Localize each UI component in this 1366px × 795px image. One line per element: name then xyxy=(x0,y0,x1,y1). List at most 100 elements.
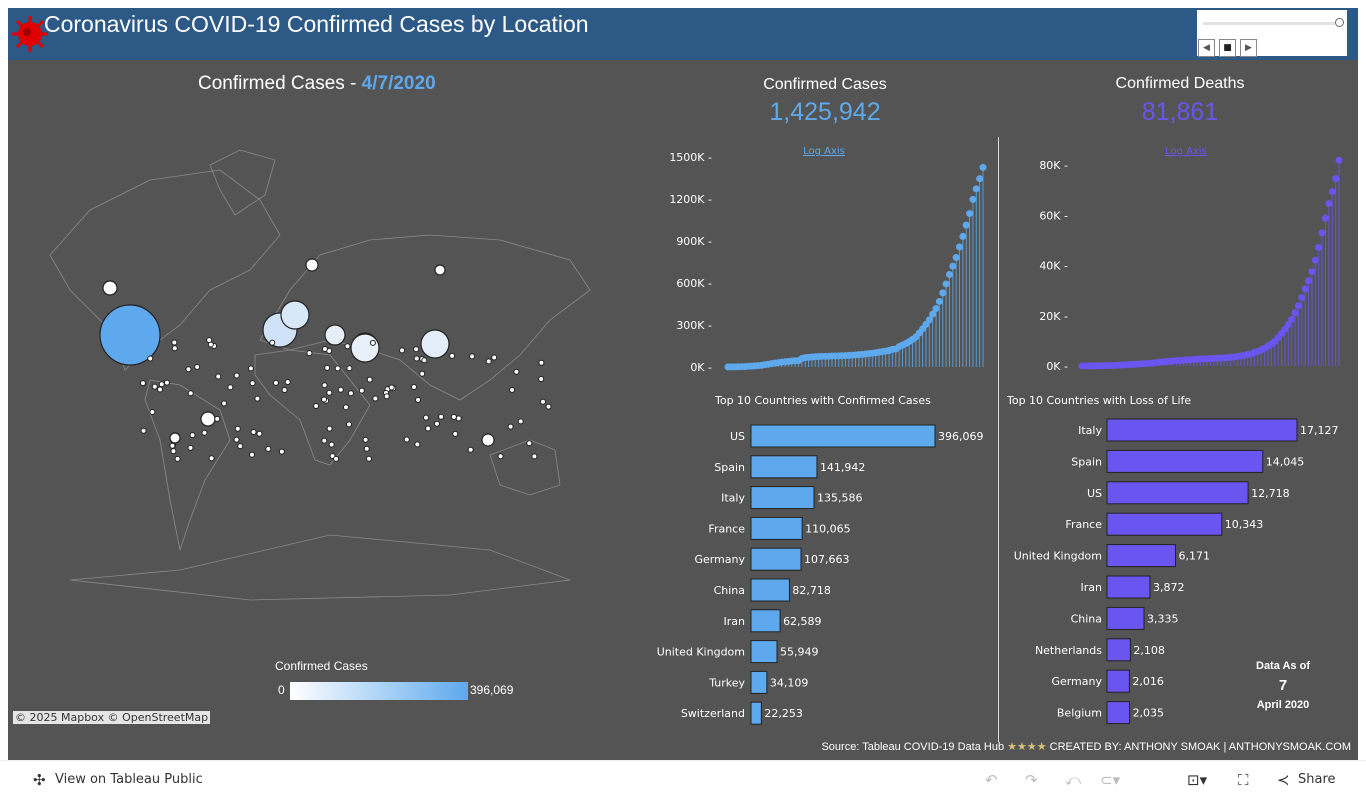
log-axis-link[interactable]: Log Axis xyxy=(1165,146,1207,157)
map-bubble[interactable] xyxy=(265,445,272,452)
map-bubble[interactable] xyxy=(149,409,156,416)
data-point[interactable] xyxy=(1291,309,1299,317)
map-bubble[interactable] xyxy=(305,258,319,272)
bar[interactable] xyxy=(750,609,781,633)
map-bubble[interactable] xyxy=(383,393,390,400)
data-point[interactable] xyxy=(1325,200,1333,208)
map-bubble[interactable] xyxy=(174,455,181,462)
map-bubble[interactable] xyxy=(249,380,256,387)
bar[interactable] xyxy=(1106,606,1145,630)
share-icon[interactable]: ≺ xyxy=(1277,771,1290,789)
map-bubble[interactable] xyxy=(399,347,406,354)
map-bubble[interactable] xyxy=(324,324,346,346)
bar[interactable] xyxy=(750,578,790,602)
map-bubble[interactable] xyxy=(509,386,516,393)
map-bubble[interactable] xyxy=(452,430,459,437)
map-bubble[interactable] xyxy=(344,343,351,350)
map-bubble[interactable] xyxy=(256,430,263,437)
map-bubble[interactable] xyxy=(200,411,216,427)
data-point[interactable] xyxy=(945,271,953,279)
bar[interactable] xyxy=(750,670,768,694)
data-point[interactable] xyxy=(932,304,940,312)
bar[interactable] xyxy=(1106,701,1131,725)
map-bubble[interactable] xyxy=(147,355,154,362)
map-bubble[interactable] xyxy=(450,413,457,420)
data-point[interactable] xyxy=(1335,156,1343,164)
map-bubble[interactable] xyxy=(481,433,495,447)
bar[interactable] xyxy=(1106,418,1298,442)
bar[interactable] xyxy=(750,640,778,664)
map-bubble[interactable] xyxy=(324,364,331,371)
map-bubble[interactable] xyxy=(517,418,524,425)
map-bubble[interactable] xyxy=(187,390,194,397)
map-bubble[interactable] xyxy=(469,353,476,360)
map-bubble[interactable] xyxy=(208,455,215,462)
map-bubble[interactable] xyxy=(169,442,176,449)
map-bubble[interactable] xyxy=(419,370,426,377)
bar[interactable] xyxy=(750,455,818,479)
map-bubble[interactable] xyxy=(321,396,328,403)
bar[interactable] xyxy=(1106,449,1264,473)
stop-button[interactable]: ■ xyxy=(1219,39,1236,57)
bar[interactable] xyxy=(750,424,936,448)
data-point[interactable] xyxy=(935,298,943,306)
data-point[interactable] xyxy=(1294,302,1302,310)
data-point[interactable] xyxy=(939,289,947,297)
map-bubble[interactable] xyxy=(362,436,369,443)
world-map[interactable] xyxy=(30,140,630,610)
map-bubble[interactable] xyxy=(485,358,492,365)
map-bubble[interactable] xyxy=(342,404,349,411)
bar[interactable] xyxy=(1106,669,1130,693)
data-point[interactable] xyxy=(972,185,980,193)
data-point[interactable] xyxy=(1288,315,1296,323)
map-bubble[interactable] xyxy=(413,346,420,353)
map-bubble[interactable] xyxy=(281,387,288,394)
map-bubble[interactable] xyxy=(539,398,546,405)
undo-icon[interactable]: ↶ xyxy=(985,771,998,789)
data-point[interactable] xyxy=(1315,243,1323,251)
bar[interactable] xyxy=(1106,512,1223,536)
map-bubble[interactable] xyxy=(170,448,177,455)
map-bubble[interactable] xyxy=(272,379,279,386)
data-point[interactable] xyxy=(929,310,937,318)
map-bubble[interactable] xyxy=(237,443,244,450)
map-bubble[interactable] xyxy=(531,453,538,460)
map-bubble[interactable] xyxy=(269,339,276,346)
data-point[interactable] xyxy=(966,210,974,218)
map-bubble[interactable] xyxy=(321,346,328,353)
bar[interactable] xyxy=(1106,544,1176,568)
map-bubble[interactable] xyxy=(422,414,429,421)
map-bubble[interactable] xyxy=(438,413,445,420)
map-bubble[interactable] xyxy=(497,453,504,460)
log-axis-link[interactable]: Log Axis xyxy=(803,146,845,157)
map-bubble[interactable] xyxy=(278,448,285,455)
map-bubble[interactable] xyxy=(326,389,333,396)
data-point[interactable] xyxy=(949,262,957,270)
data-point[interactable] xyxy=(942,280,950,288)
map-bubble[interactable] xyxy=(347,390,354,397)
bar[interactable] xyxy=(750,516,803,540)
refresh-icon[interactable]: ⊂▾ xyxy=(1100,771,1121,789)
data-point[interactable] xyxy=(1284,321,1292,329)
map-bubble[interactable] xyxy=(366,376,373,383)
map-bubble[interactable] xyxy=(158,381,165,388)
map-bubble[interactable] xyxy=(328,441,335,448)
map-bubble[interactable] xyxy=(388,384,395,391)
map-bubble[interactable] xyxy=(233,436,240,443)
map-bubble[interactable] xyxy=(102,280,118,296)
map-bubble[interactable] xyxy=(467,446,474,453)
map-bubble[interactable] xyxy=(415,396,422,403)
map-bubble[interactable] xyxy=(410,383,417,390)
map-bubble[interactable] xyxy=(163,379,170,386)
data-point[interactable] xyxy=(959,232,967,240)
data-point[interactable] xyxy=(956,243,964,251)
map-bubble[interactable] xyxy=(538,359,545,366)
map-bubble[interactable] xyxy=(321,437,328,444)
map-bubble[interactable] xyxy=(306,350,313,357)
data-point[interactable] xyxy=(1318,229,1326,237)
data-point[interactable] xyxy=(976,175,984,183)
map-bubble[interactable] xyxy=(139,380,146,387)
map-bubble[interactable] xyxy=(491,354,498,361)
bar[interactable] xyxy=(750,486,815,510)
map-bubble[interactable] xyxy=(420,329,450,359)
